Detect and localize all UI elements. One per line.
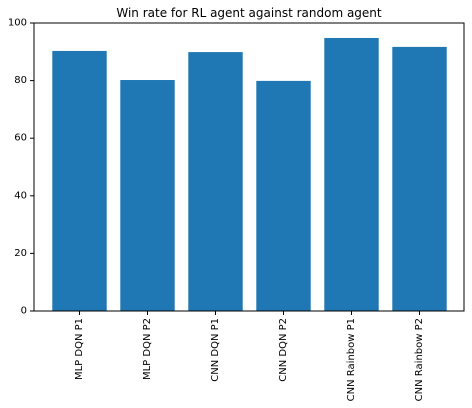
x-tick-label: MLP DQN P1 — [74, 318, 85, 380]
x-axis: MLP DQN P1 MLP DQN P2 CNN DQN P1 CNN DQN P2… — [74, 311, 425, 401]
y-tick-label: 80 — [14, 75, 27, 86]
y-tick-label: 20 — [14, 248, 27, 259]
x-tick-label: CNN Rainbow P1 — [346, 318, 357, 401]
y-tick-label: 100 — [8, 18, 27, 29]
bars-layer — [52, 37, 447, 312]
chart-title: Win rate for RL agent against random age… — [116, 6, 382, 20]
x-tick-label: MLP DQN P2 — [142, 318, 153, 380]
x-tick-label: CNN Rainbow P2 — [414, 318, 425, 401]
bar-mlp-dqn-p2 — [120, 80, 175, 312]
bar-mlp-dqn-p1 — [52, 50, 107, 311]
y-tick-label: 40 — [14, 190, 27, 201]
bar-cnn-rainbow-p1 — [324, 37, 379, 311]
y-tick-label: 0 — [21, 306, 27, 317]
plot-frame — [33, 22, 465, 312]
y-tick-label: 60 — [14, 133, 27, 144]
bar-cnn-rainbow-p2 — [392, 46, 447, 312]
y-axis: 0 20 40 60 80 100 — [8, 18, 34, 317]
bar-cnn-dqn-p1 — [188, 52, 243, 312]
x-tick-label: CNN DQN P2 — [278, 318, 289, 382]
bar-cnn-dqn-p2 — [256, 80, 311, 311]
x-tick-label: CNN DQN P1 — [210, 318, 221, 382]
